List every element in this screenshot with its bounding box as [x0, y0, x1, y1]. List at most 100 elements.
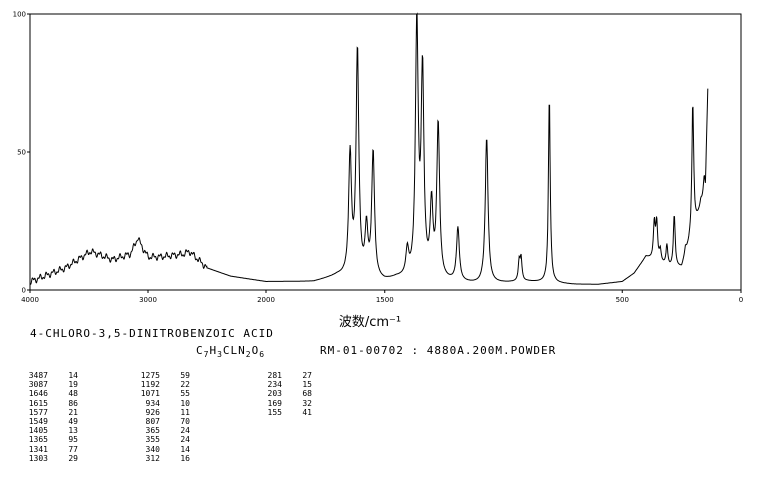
- peak-table-row: 1192 22: [138, 380, 190, 389]
- peak-table-row: 365 24: [138, 426, 190, 435]
- peak-table-row: 3487 14: [26, 371, 78, 380]
- peak-table-row: 926 11: [138, 408, 190, 417]
- peak-table-row: 1549 49: [26, 417, 78, 426]
- peak-wavenumber: 355: [145, 435, 160, 445]
- peak-intensity: 24: [180, 435, 190, 445]
- peak-wavenumber: 340: [145, 444, 160, 454]
- peak-intensity: 24: [180, 426, 190, 436]
- x-tick-label: 0: [739, 296, 743, 304]
- peak-wavenumber: 1192: [140, 380, 160, 390]
- peak-table-row: 1303 29: [26, 454, 78, 463]
- peak-intensity: 68: [302, 389, 312, 399]
- peak-intensity: 14: [68, 371, 78, 380]
- peak-intensity: 11: [180, 407, 190, 417]
- peak-table-column-1: 3487 14 3087 19 1646 48 1615 86 1577 21 1549 49 1405…: [26, 371, 78, 463]
- peak-intensity: 13: [68, 426, 78, 436]
- formula-cln-count: 2: [245, 350, 252, 360]
- peak-table-row: 203 68: [260, 389, 312, 398]
- peak-table-row: 1577 21: [26, 408, 78, 417]
- sample-info: RM-01-00702 : 4880A.200M.POWDER: [320, 344, 557, 357]
- peak-wavenumber: 365: [145, 426, 160, 436]
- x-tick-label: 3000: [139, 296, 157, 304]
- peak-table-row: 281 27: [260, 371, 312, 380]
- peak-intensity: 27: [302, 371, 312, 380]
- peak-table-row: 3087 19: [26, 380, 78, 389]
- y-tick-label: 100: [13, 11, 26, 19]
- peak-intensity: 32: [302, 398, 312, 408]
- peak-intensity: 70: [180, 416, 190, 426]
- peak-wavenumber: 1365: [28, 435, 48, 445]
- y-axis-ticks: 0 50 100: [13, 11, 30, 295]
- formula-c-count: 7: [203, 350, 210, 360]
- peak-intensity: 10: [180, 398, 190, 408]
- peak-table-row: 1341 77: [26, 445, 78, 454]
- peak-table-row: 155 41: [260, 408, 312, 417]
- peak-wavenumber: 1341: [28, 444, 48, 454]
- peak-table-column-3: 281 27 234 15 203 68 169 32 155 41: [260, 371, 312, 417]
- compound-name: 4-CHLORO-3,5-DINITROBENZOIC ACID: [30, 327, 274, 340]
- peak-wavenumber: 1405: [28, 426, 48, 436]
- peak-table-row: 340 14: [138, 445, 190, 454]
- peak-table-row: 169 32: [260, 399, 312, 408]
- peak-table-column-2: 1275 59 1192 22 1071 55 934 10 926 11 807 70 365 24 35…: [138, 371, 190, 463]
- peak-table-row: 1405 13: [26, 426, 78, 435]
- peak-intensity: 48: [68, 389, 78, 399]
- peak-intensity: 86: [68, 398, 78, 408]
- peak-wavenumber: 169: [267, 398, 282, 408]
- peak-intensity: 14: [180, 444, 190, 454]
- ir-spectrum-chart: 0 50 100 4000 3000 2000 1500 500 0 波数/cm⁻¹: [13, 11, 744, 331]
- peak-wavenumber: 1071: [140, 389, 160, 399]
- peak-wavenumber: 1646: [28, 389, 48, 399]
- formula-cln: CLN: [222, 344, 246, 357]
- peak-intensity: 21: [68, 407, 78, 417]
- peak-wavenumber: 203: [267, 389, 282, 399]
- peak-table-row: 1071 55: [138, 389, 190, 398]
- peak-wavenumber: 1577: [28, 407, 48, 417]
- peak-wavenumber: 1549: [28, 416, 48, 426]
- y-tick-label: 0: [22, 287, 26, 295]
- formula-o: O: [251, 344, 260, 357]
- formula-h: H: [209, 344, 218, 357]
- peak-wavenumber: 1275: [140, 371, 160, 380]
- peak-table-row: 355 24: [138, 435, 190, 444]
- peak-intensity: 41: [302, 407, 312, 417]
- x-axis-label: 波数/cm⁻¹: [339, 315, 401, 330]
- peak-wavenumber: 926: [145, 407, 160, 417]
- peak-wavenumber: 1615: [28, 398, 48, 408]
- formula-h-count: 3: [217, 350, 223, 360]
- x-tick-label: 4000: [21, 296, 39, 304]
- peak-intensity: 29: [68, 453, 78, 463]
- peak-wavenumber: 3087: [28, 380, 48, 390]
- peak-intensity: 59: [180, 371, 190, 380]
- peak-wavenumber: 234: [267, 380, 282, 390]
- peak-wavenumber: 807: [145, 416, 160, 426]
- peak-table-row: 234 15: [260, 380, 312, 389]
- peak-intensity: 19: [68, 380, 78, 390]
- molecular-formula: C7H3CLN2O6: [196, 344, 265, 359]
- peak-table-row: 807 70: [138, 417, 190, 426]
- peak-wavenumber: 312: [145, 453, 160, 463]
- x-tick-label: 500: [616, 296, 629, 304]
- formula-o-count: 6: [259, 350, 266, 360]
- peak-wavenumber: 281: [267, 371, 282, 380]
- peak-intensity: 49: [68, 416, 78, 426]
- plot-frame: [29, 13, 742, 291]
- peak-table-row: 1275 59: [138, 371, 190, 380]
- x-axis-ticks: 4000 3000 2000 1500 500 0: [21, 290, 743, 304]
- peak-table-row: 1646 48: [26, 389, 78, 398]
- peak-wavenumber: 1303: [28, 453, 48, 463]
- peak-intensity: 95: [68, 435, 78, 445]
- peak-wavenumber: 155: [267, 407, 282, 417]
- x-tick-label: 2000: [257, 296, 275, 304]
- peak-table-row: 1365 95: [26, 435, 78, 444]
- x-tick-label: 1500: [376, 296, 394, 304]
- peak-intensity: 16: [180, 453, 190, 463]
- peak-wavenumber: 934: [145, 398, 160, 408]
- peak-table-row: 312 16: [138, 454, 190, 463]
- peak-intensity: 77: [68, 444, 78, 454]
- peak-table-row: 934 10: [138, 399, 190, 408]
- peak-table-row: 1615 86: [26, 399, 78, 408]
- peak-intensity: 15: [302, 380, 312, 390]
- y-tick-label: 50: [17, 149, 26, 157]
- peak-wavenumber: 3487: [28, 371, 48, 380]
